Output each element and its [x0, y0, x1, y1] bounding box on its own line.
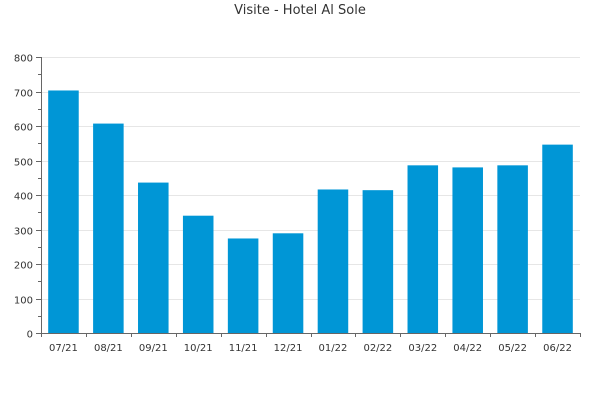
bar-07-21: [48, 90, 79, 333]
x-tick-label: 03/22: [408, 343, 437, 354]
x-tick-label: 10/21: [184, 343, 213, 354]
bar-09-21: [138, 182, 169, 333]
bar-12-21: [272, 233, 304, 333]
x-tick-label: 09/21: [139, 343, 168, 354]
x-tick-label: 07/21: [49, 343, 78, 354]
y-tick-label: 800: [14, 54, 33, 65]
y-tick-label: 300: [14, 227, 33, 238]
bar-06-22: [542, 144, 573, 333]
bars: [48, 90, 573, 333]
bar-02-22: [362, 190, 394, 333]
bar-11-21: [227, 238, 259, 333]
x-tick-label: 04/22: [453, 343, 482, 354]
y-tick-labels: 0 100 200 300 400 500 600 700 800: [14, 54, 33, 341]
x-tick-labels: 07/21 08/21 09/21 10/21 11/21 12/21 01/22 02/22…: [49, 343, 572, 354]
bar-05-22: [497, 165, 528, 333]
axes: [36, 57, 581, 337]
bar-04-22: [452, 167, 483, 333]
x-tick-label: 12/21: [274, 343, 303, 354]
bar-01-22: [317, 189, 349, 333]
x-tick-label: 05/22: [498, 343, 527, 354]
y-tick-label: 500: [14, 158, 33, 169]
y-tick-label: 0: [27, 330, 33, 341]
y-tick-label: 100: [14, 296, 33, 307]
bar-03-22: [407, 165, 439, 333]
chart-title: Visite - Hotel Al Sole: [234, 3, 366, 18]
x-tick-label: 08/21: [94, 343, 123, 354]
grid-lines: [41, 57, 580, 300]
y-tick-label: 700: [14, 89, 33, 100]
x-tick-label: 06/22: [543, 343, 572, 354]
x-tick-label: 02/22: [363, 343, 392, 354]
y-tick-label: 200: [14, 261, 33, 272]
bar-08-21: [93, 123, 124, 333]
y-tick-label: 600: [14, 123, 33, 134]
x-tick-label: 01/22: [319, 343, 348, 354]
bar-10-21: [182, 215, 214, 333]
y-tick-label: 400: [14, 192, 33, 203]
x-tick-label: 11/21: [229, 343, 258, 354]
